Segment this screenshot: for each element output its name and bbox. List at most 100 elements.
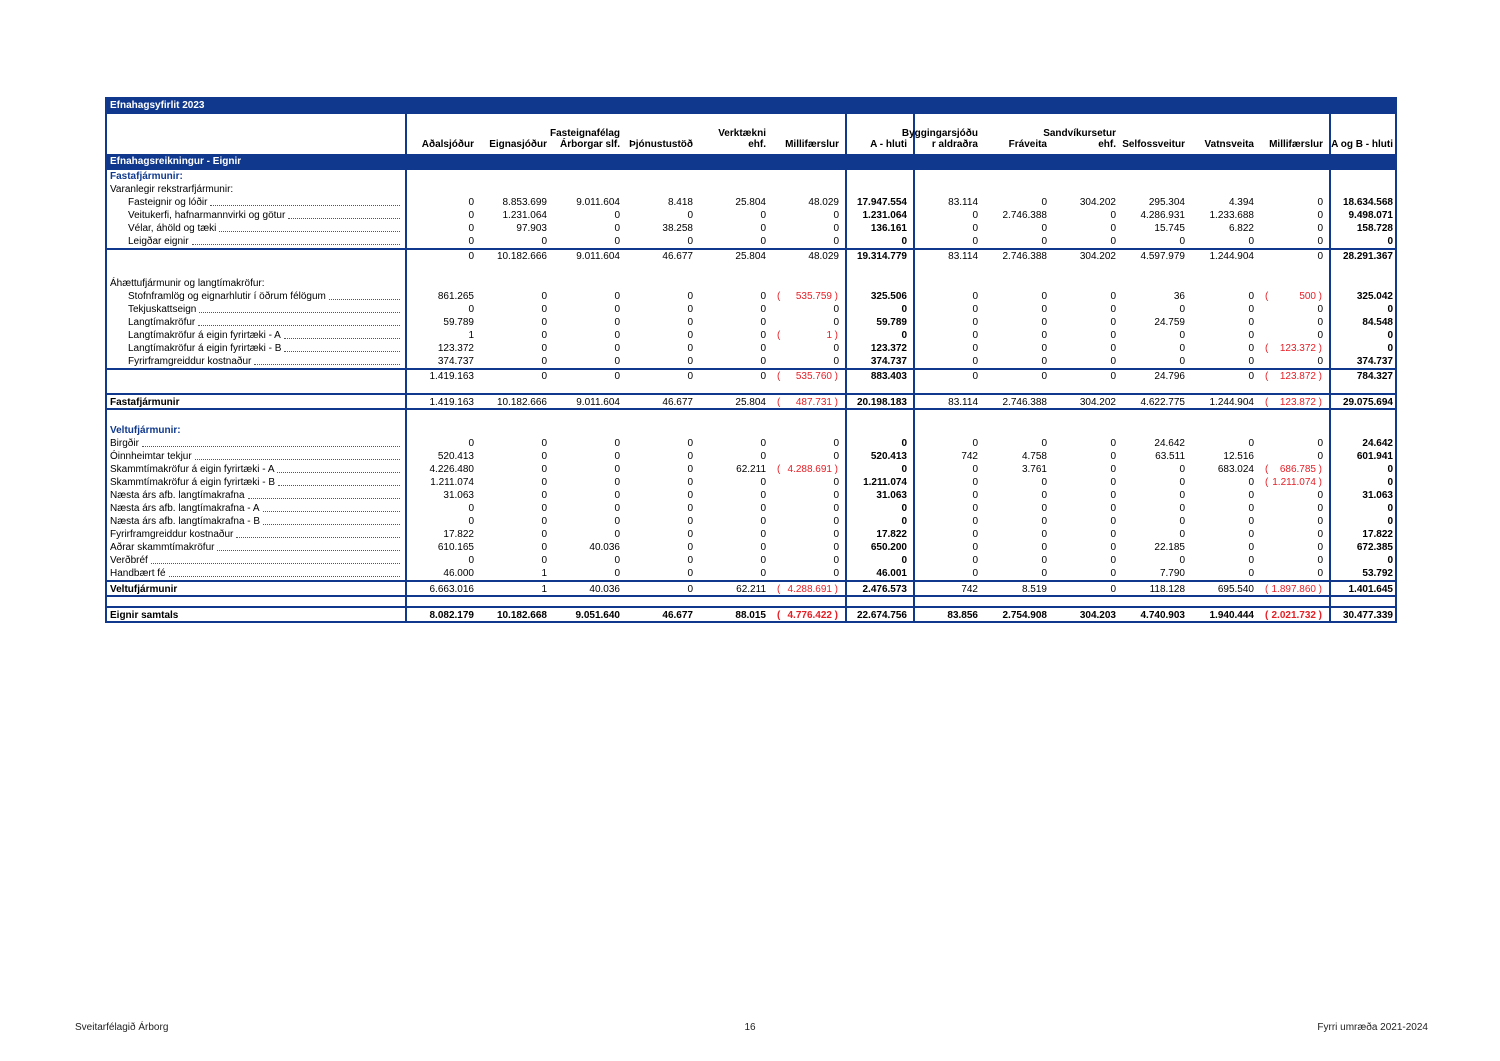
row-label <box>107 597 407 606</box>
row-label: Skammtímakröfur á eigin fyrirtæki - B <box>107 476 407 489</box>
table-cell: 0 <box>614 464 620 475</box>
table-cell: 0 <box>468 555 474 566</box>
table-cell <box>626 263 699 277</box>
table-cell: 0 <box>468 197 474 208</box>
table-cell <box>1260 597 1329 606</box>
table-cell: 0 <box>614 555 620 566</box>
table-cell: 0 <box>1110 356 1116 367</box>
table-cell: 0 <box>1179 304 1185 315</box>
table-cell: 0 <box>1329 235 1399 248</box>
table-cell: 0 <box>972 304 978 315</box>
row-label: Óinnheimtar tekjur <box>107 450 407 463</box>
table-cell <box>1260 383 1329 393</box>
dotted-leader <box>254 364 400 365</box>
table-cell: 0 <box>1110 317 1116 328</box>
table-cell: 2.476.573 <box>845 582 915 597</box>
table-cell <box>984 383 1053 393</box>
table-cell: 31.063 <box>845 489 915 502</box>
table-cell: 0 <box>760 343 766 354</box>
table-cell: 0 <box>1110 542 1116 553</box>
table-cell <box>407 277 480 290</box>
table-cell: 0 <box>760 568 766 579</box>
table-cell: 63.511 <box>1155 451 1185 462</box>
column-header: Sandvíkursetur ehf. <box>1043 128 1116 150</box>
table-cell: 6.663.016 <box>429 584 475 595</box>
table-cell: 9.051.640 <box>575 610 621 621</box>
table-cell <box>1191 383 1260 393</box>
table-cell <box>772 277 845 290</box>
table-cell: (686.785) <box>1265 464 1322 475</box>
table-cell: 0 <box>1317 555 1323 566</box>
table-row: Birgðir 0 0 0 0 0 0 0 0 0 0 24.642 0 0 24.642 <box>107 437 1395 450</box>
table-cell: 0 <box>1110 464 1116 475</box>
table-row: Eignir samtals 8.082.179 10.182.668 9.051.6… <box>107 606 1395 623</box>
row-label <box>107 370 407 384</box>
table-cell <box>626 410 699 424</box>
table-cell: 861.265 <box>437 291 474 302</box>
table-cell <box>845 410 915 424</box>
table-cell: 742 <box>961 451 978 462</box>
table-cell <box>1191 183 1260 196</box>
table-cell: 1 <box>541 568 547 579</box>
table-cell: 17.822 <box>443 529 474 540</box>
table-cell: 0 <box>1317 451 1323 462</box>
table-cell: 374.737 <box>1329 355 1399 368</box>
table-cell <box>1053 597 1122 606</box>
table-cell: 0 <box>760 516 766 527</box>
row-label: Fasteignir og lóðir <box>107 196 407 209</box>
table-cell: 2.754.908 <box>1002 610 1048 621</box>
table-cell: 0 <box>541 304 547 315</box>
table-cell: 0 <box>1317 542 1323 553</box>
table-cell: 0 <box>1041 555 1047 566</box>
dotted-leader <box>191 244 400 245</box>
table-row: Fasteignir og lóðir 0 8.853.699 9.011.604 8.… <box>107 196 1395 209</box>
row-label: Næsta árs afb. langtímakrafna - A <box>107 502 407 515</box>
row-label: Fastafjármunir: <box>107 170 407 183</box>
table-cell: 0 <box>1248 236 1254 247</box>
table-cell: 25.804 <box>735 397 766 408</box>
table-cell: 683.024 <box>1217 464 1254 475</box>
table-cell: 0 <box>1041 317 1047 328</box>
table-cell <box>984 410 1053 424</box>
row-label: Vélar, áhöld og tæki <box>107 222 407 235</box>
table-cell: 25.804 <box>735 251 766 262</box>
table-cell: 0 <box>1041 304 1047 315</box>
table-cell: 8.418 <box>667 197 693 208</box>
table-cell: 3.761 <box>1021 464 1047 475</box>
table-cell: 0 <box>1110 584 1116 595</box>
table-cell: (123.872) <box>1265 371 1322 382</box>
table-cell: 0 <box>972 529 978 540</box>
table-cell <box>845 263 915 277</box>
table-cell: 0 <box>1110 568 1116 579</box>
table-cell: 1.940.444 <box>1209 610 1255 621</box>
table-cell <box>1122 410 1191 424</box>
table-cell: 83.114 <box>948 197 978 208</box>
table-cell: 0 <box>541 371 547 382</box>
table-cell: 0 <box>1329 303 1399 316</box>
table-cell: 0 <box>833 516 839 527</box>
table-cell: 0 <box>833 477 839 488</box>
table-cell: 295.304 <box>1148 197 1185 208</box>
dotted-leader <box>168 576 400 577</box>
table-cell: 0 <box>1317 516 1323 527</box>
table-cell: 0 <box>833 451 839 462</box>
table-cell: 0 <box>614 451 620 462</box>
table-cell: (500) <box>1265 291 1322 302</box>
table-cell <box>626 183 699 196</box>
table-cell: 59.789 <box>443 317 474 328</box>
table-cell: 0 <box>760 236 766 247</box>
table-cell: 0 <box>760 371 766 382</box>
table-cell <box>480 263 553 277</box>
table-cell: 0 <box>687 503 693 514</box>
dotted-leader <box>141 446 400 447</box>
table-cell: 0 <box>1329 329 1399 342</box>
table-cell: 0 <box>541 477 547 488</box>
table-cell: 0 <box>1248 291 1254 302</box>
table-cell: 1.231.064 <box>845 209 915 222</box>
table-cell <box>407 263 480 277</box>
table-cell: 8.082.179 <box>429 610 475 621</box>
table-cell: 0 <box>833 223 839 234</box>
table-cell: 0 <box>687 451 693 462</box>
